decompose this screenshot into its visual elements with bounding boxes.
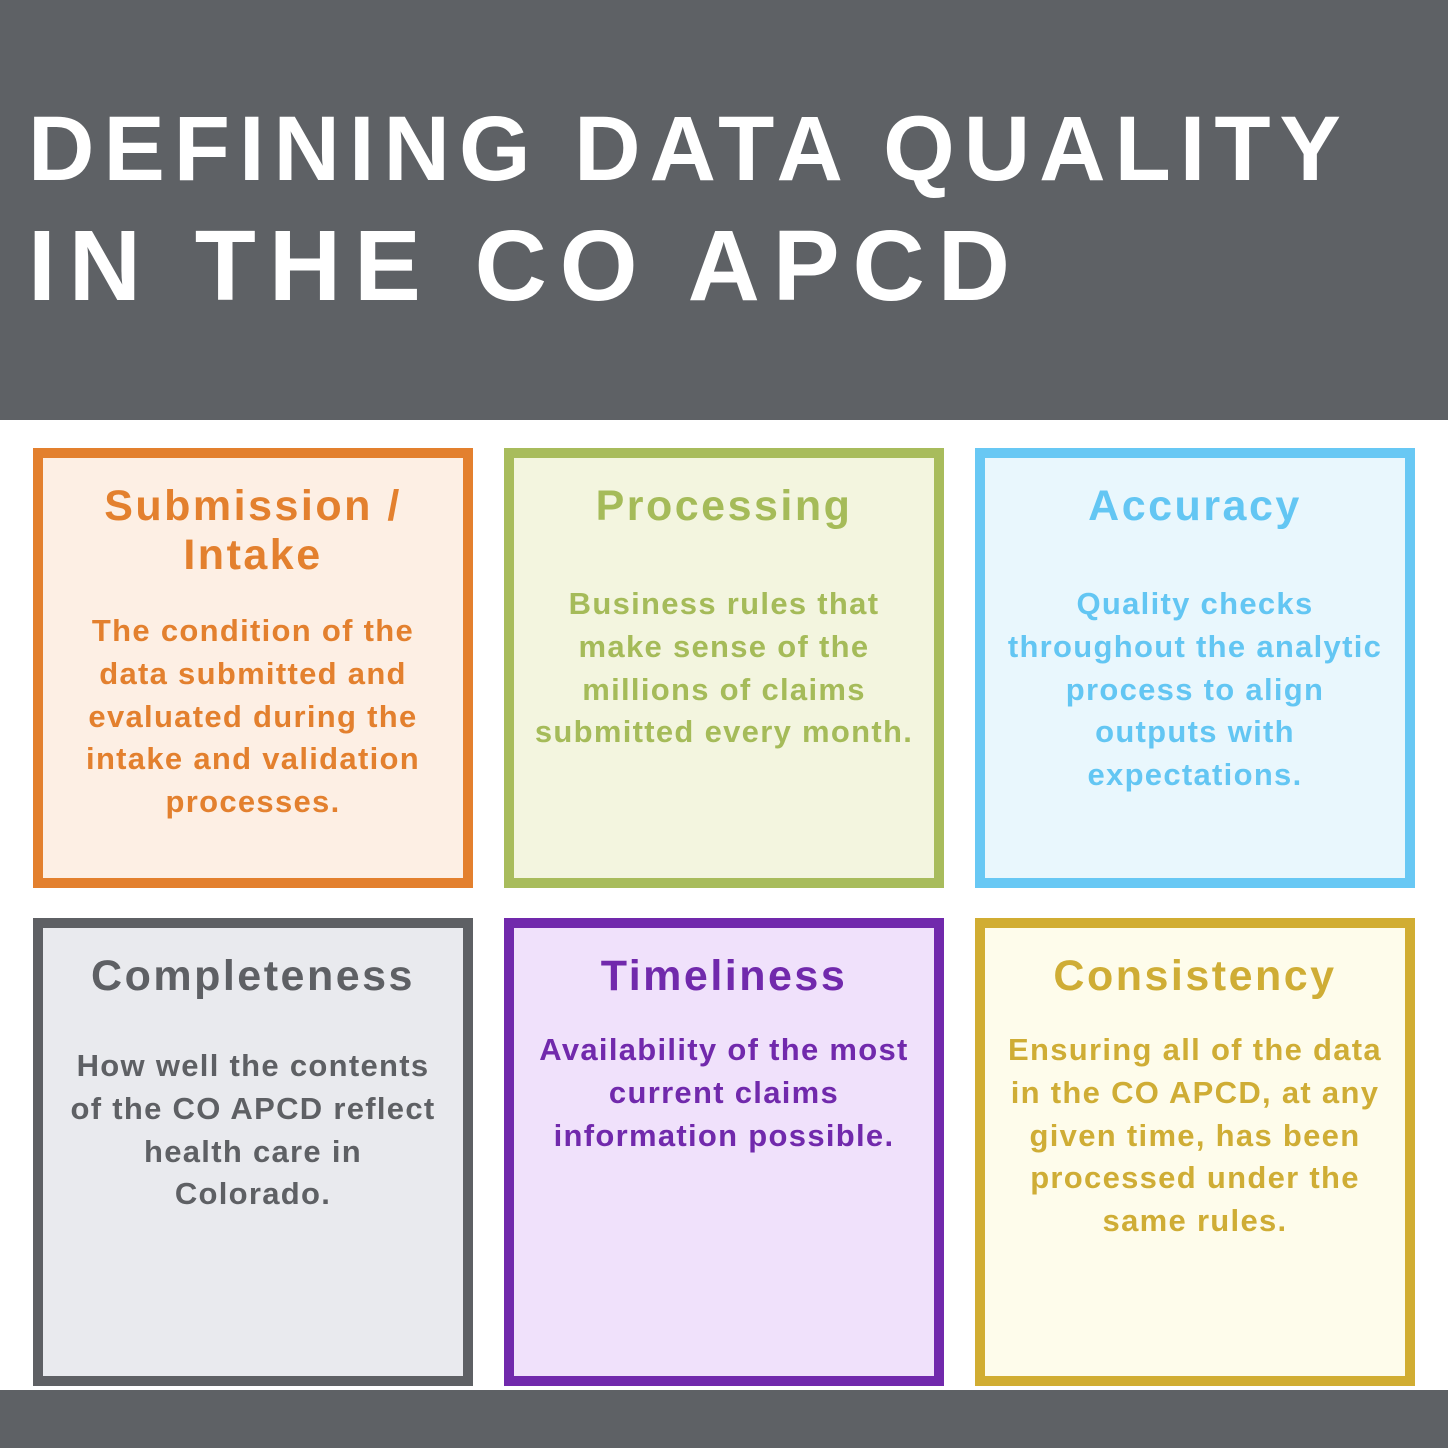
card-title: Submission / Intake: [104, 482, 402, 580]
card-title: Consistency: [1053, 952, 1337, 1000]
card-title: Completeness: [91, 952, 415, 1000]
card-processing: Processing Business rules that make sens…: [504, 448, 944, 888]
card-title: Timeliness: [600, 952, 848, 1000]
card-title: Processing: [595, 482, 853, 530]
card-completeness: Completeness How well the contents of th…: [33, 918, 473, 1386]
card-submission-intake: Submission / Intake The condition of the…: [33, 448, 473, 888]
card-description: Availability of the most current claims …: [539, 1032, 909, 1153]
page-title-line-1: DEFINING DATA QUALITY: [28, 97, 1350, 200]
footer-banner: [0, 1390, 1448, 1448]
header-banner: DEFINING DATA QUALITY IN THE CO APCD: [0, 0, 1448, 420]
card-accuracy: Accuracy Quality checks throughout the a…: [975, 448, 1415, 888]
card-description: Ensuring all of the data in the CO APCD,…: [1008, 1032, 1382, 1239]
page-title-line-2: IN THE CO APCD: [28, 210, 1023, 323]
card-consistency: Consistency Ensuring all of the data in …: [975, 918, 1415, 1386]
card-timeliness: Timeliness Availability of the most curr…: [504, 918, 944, 1386]
card-description: How well the contents of the CO APCD ref…: [70, 1048, 436, 1212]
quality-dimension-grid: Submission / Intake The condition of the…: [33, 448, 1415, 1386]
card-title: Accuracy: [1088, 482, 1302, 530]
card-description: The condition of the data submitted and …: [86, 613, 420, 820]
card-description: Quality checks throughout the analytic p…: [1007, 586, 1383, 793]
card-description: Business rules that make sense of the mi…: [534, 586, 914, 750]
